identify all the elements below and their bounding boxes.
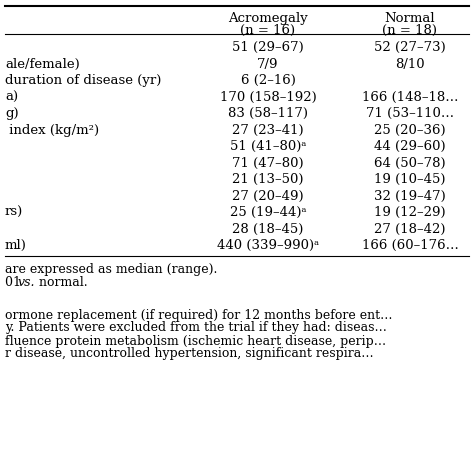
Text: 7/9: 7/9 [257,57,279,71]
Text: 440 (339–990)ᵃ: 440 (339–990)ᵃ [217,239,319,252]
Text: 170 (158–192): 170 (158–192) [219,91,316,103]
Text: 51 (29–67): 51 (29–67) [232,41,304,54]
Text: 83 (58–117): 83 (58–117) [228,107,308,120]
Text: 19 (10–45): 19 (10–45) [374,173,446,186]
Text: are expressed as median (range).: are expressed as median (range). [5,264,218,276]
Text: 166 (148–18…: 166 (148–18… [362,91,458,103]
Text: ormone replacement (if required) for 12 months before ent…: ormone replacement (if required) for 12 … [5,309,392,321]
Text: Normal: Normal [385,12,435,25]
Text: 32 (19–47): 32 (19–47) [374,190,446,202]
Text: 52 (27–73): 52 (27–73) [374,41,446,54]
Text: 19 (12–29): 19 (12–29) [374,206,446,219]
Text: g): g) [5,107,18,120]
Text: fluence protein metabolism (ischemic heart disease, perip…: fluence protein metabolism (ischemic hea… [5,335,386,347]
Text: y. Patients were excluded from the trial if they had: diseas…: y. Patients were excluded from the trial… [5,321,387,335]
Text: 51 (41–80)ᵃ: 51 (41–80)ᵃ [230,140,306,153]
Text: 27 (23–41): 27 (23–41) [232,124,304,137]
Text: Acromegaly: Acromegaly [228,12,308,25]
Text: 71 (53–110…: 71 (53–110… [366,107,454,120]
Text: 27 (18–42): 27 (18–42) [374,222,446,236]
Text: (n = 18): (n = 18) [383,24,438,37]
Text: (n = 16): (n = 16) [240,24,296,37]
Text: ale/female): ale/female) [5,57,80,71]
Text: 21 (13–50): 21 (13–50) [232,173,304,186]
Text: r disease, uncontrolled hypertension, significant respira…: r disease, uncontrolled hypertension, si… [5,347,374,361]
Text: 01: 01 [5,276,25,290]
Text: vs.: vs. [18,276,36,290]
Text: index (kg/m²): index (kg/m²) [5,124,99,137]
Text: 25 (20–36): 25 (20–36) [374,124,446,137]
Text: 28 (18–45): 28 (18–45) [232,222,304,236]
Text: 64 (50–78): 64 (50–78) [374,156,446,170]
Text: ml): ml) [5,239,27,252]
Text: a): a) [5,91,18,103]
Text: 27 (20–49): 27 (20–49) [232,190,304,202]
Text: 166 (60–176…: 166 (60–176… [362,239,458,252]
Text: 71 (47–80): 71 (47–80) [232,156,304,170]
Text: 6 (2–16): 6 (2–16) [241,74,295,87]
Text: rs): rs) [5,206,23,219]
Text: 44 (29–60): 44 (29–60) [374,140,446,153]
Text: 8/10: 8/10 [395,57,425,71]
Text: 25 (19–44)ᵃ: 25 (19–44)ᵃ [230,206,306,219]
Text: normal.: normal. [35,276,88,290]
Text: duration of disease (yr): duration of disease (yr) [5,74,161,87]
